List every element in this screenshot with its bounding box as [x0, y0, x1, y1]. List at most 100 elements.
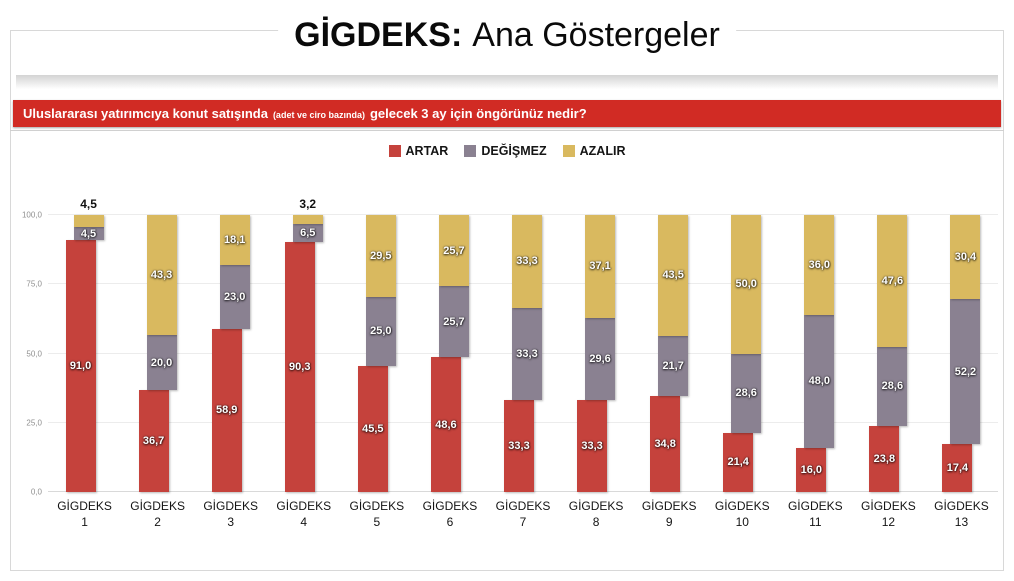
- segment-degismez: 20,0: [146, 334, 177, 391]
- segment-azalir: 25,7: [438, 215, 469, 287]
- segment-degismez: 48,0: [804, 314, 835, 448]
- segment-azalir: 43,3: [146, 215, 177, 335]
- x-axis-label-number: 3: [227, 514, 235, 529]
- segment-artar: 91,0: [65, 239, 96, 492]
- x-axis-label-name: GİGDEKS: [203, 499, 259, 513]
- bar-group: 16,0 48,0 36,0: [796, 215, 835, 492]
- x-axis-label-name: GİGDEKS: [422, 499, 478, 513]
- x-axis-label-4: GİGDEKS 4: [267, 499, 340, 530]
- x-axis-label-8: GİGDEKS 8: [560, 499, 633, 530]
- bar-value-label: 90,3: [289, 360, 311, 373]
- bar-value-label: 50,0: [735, 278, 757, 291]
- x-axis-label-name: GİGDEKS: [934, 499, 989, 513]
- bar-value-label: 58,9: [215, 404, 238, 417]
- question-banner: Uluslararası yatırımcıya konut satışında…: [13, 100, 1001, 127]
- bar-value-label: 4,5: [80, 227, 97, 240]
- bar-value-label: 91,0: [69, 359, 92, 372]
- x-axis-label-number: 11: [809, 514, 822, 529]
- legend-label: DEĞİŞMEZ: [481, 144, 547, 158]
- bar-value-label: 25,7: [443, 315, 465, 328]
- x-axis-label-13: GİGDEKS 13: [925, 499, 998, 530]
- bar-column-13: 17,4 52,2 30,4: [925, 215, 998, 492]
- x-axis-label-number: 4: [300, 514, 308, 529]
- bar-group: 45,5 25,0 29,5: [357, 215, 396, 492]
- bar-value-label: 45,5: [362, 422, 384, 435]
- bar-value-label: 25,0: [370, 325, 392, 338]
- legend-swatch: [464, 145, 477, 157]
- x-axis-label-name: GİGDEKS: [568, 499, 624, 513]
- x-axis-label-number: 9: [665, 514, 673, 529]
- y-axis: 0,0 25,0 50,0 75,0 100,0: [6, 211, 44, 497]
- bar-column-4: 90,3 6,5 3,2: [267, 197, 340, 492]
- x-axis-label-number: 12: [881, 514, 896, 529]
- bar-value-label: 34,8: [654, 437, 676, 450]
- bar-column-11: 16,0 48,0 36,0: [779, 215, 852, 492]
- x-axis-label-name: GİGDEKS: [495, 499, 551, 513]
- bar-value-label: 33,3: [581, 439, 603, 452]
- segment-azalir: [292, 215, 323, 224]
- x-axis-label-number: 5: [373, 514, 381, 529]
- bar-column-3: 58,9 23,0 18,1: [194, 215, 267, 492]
- segment-azalir: 43,5: [658, 215, 689, 336]
- x-axis-label-name: GİGDEKS: [641, 499, 697, 513]
- x-axis-label-number: 10: [735, 514, 749, 529]
- bar-value-label: 48,6: [435, 418, 457, 431]
- segment-artar: 34,8: [650, 395, 681, 492]
- page-title: GİGDEKS: Ana Göstergeler: [278, 16, 736, 55]
- x-axis-label-11: GİGDEKS 11: [779, 499, 852, 530]
- bar-column-9: 34,8 21,7 43,5: [633, 215, 706, 492]
- bar-value-label-outside: 4,5: [80, 197, 97, 211]
- x-axis-label-name: GİGDEKS: [861, 499, 916, 513]
- bar-group: 34,8 21,7 43,5: [650, 215, 689, 492]
- bar-value-label: 47,6: [881, 274, 904, 287]
- bar-value-label: 33,3: [516, 255, 538, 268]
- bar-group: 36,7 20,0 43,3: [138, 215, 177, 492]
- segment-artar: 48,6: [430, 357, 461, 492]
- bar-group: 33,3 33,3 33,3: [504, 215, 542, 492]
- bar-column-2: 36,7 20,0 43,3: [121, 215, 194, 492]
- bar-value-label: 43,5: [662, 269, 684, 282]
- x-axis-label-number: 13: [954, 514, 969, 529]
- x-axis-label-7: GİGDEKS 7: [486, 499, 559, 530]
- bar-value-label: 23,8: [873, 453, 896, 466]
- bar-value-label: 29,6: [589, 352, 611, 365]
- segment-degismez: 52,2: [950, 299, 981, 444]
- legend-swatch: [388, 145, 401, 157]
- x-axis-label-name: GİGDEKS: [714, 499, 770, 513]
- bar-value-label: 17,4: [946, 461, 969, 474]
- x-axis-label-9: GİGDEKS 9: [633, 499, 706, 530]
- y-axis-tick-label: 0,0: [30, 487, 42, 497]
- segment-azalir: 18,1: [219, 215, 250, 266]
- segment-degismez: 25,7: [438, 286, 469, 358]
- y-axis-tick-label: 100,0: [21, 210, 42, 220]
- bar-group: 21,4 28,6 50,0: [723, 215, 762, 492]
- segment-artar: 33,3: [577, 399, 608, 492]
- segment-degismez: 21,7: [658, 335, 689, 396]
- segment-degismez: 28,6: [877, 346, 908, 427]
- segment-degismez: 6,5: [292, 223, 323, 242]
- segment-artar: 23,8: [869, 426, 900, 492]
- title-shadow-divider: [16, 75, 998, 90]
- bar-group: 17,4 52,2 30,4: [942, 215, 981, 492]
- x-axis-label-number: 7: [519, 514, 527, 529]
- segment-degismez: 28,6: [731, 353, 762, 433]
- bar-column-5: 45,5 25,0 29,5: [340, 215, 413, 492]
- bar-value-label-outside: 3,2: [299, 197, 317, 211]
- x-axis-label-2: GİGDEKS 2: [121, 499, 194, 530]
- bar-value-label: 16,0: [800, 463, 823, 476]
- bar-column-10: 21,4 28,6 50,0: [706, 215, 779, 492]
- bar-value-label: 20,0: [150, 356, 173, 369]
- bar-value-label: 18,1: [223, 234, 246, 247]
- segment-degismez: 25,0: [365, 296, 396, 366]
- bar-value-label: 43,3: [150, 268, 173, 281]
- legend-item-1: ARTAR: [388, 144, 448, 158]
- segment-artar: 21,4: [723, 432, 754, 492]
- bar-value-label: 21,4: [727, 456, 749, 469]
- segment-azalir: 37,1: [585, 215, 616, 318]
- bar-column-6: 48,6 25,7 25,7: [413, 215, 486, 492]
- bar-column-1: 91,0 4,5 4,5: [48, 197, 121, 492]
- bar-value-label: 48,0: [808, 375, 831, 388]
- segment-artar: 33,3: [504, 399, 534, 492]
- segment-azalir: 29,5: [365, 215, 396, 297]
- x-axis-label-3: GİGDEKS 3: [194, 499, 267, 530]
